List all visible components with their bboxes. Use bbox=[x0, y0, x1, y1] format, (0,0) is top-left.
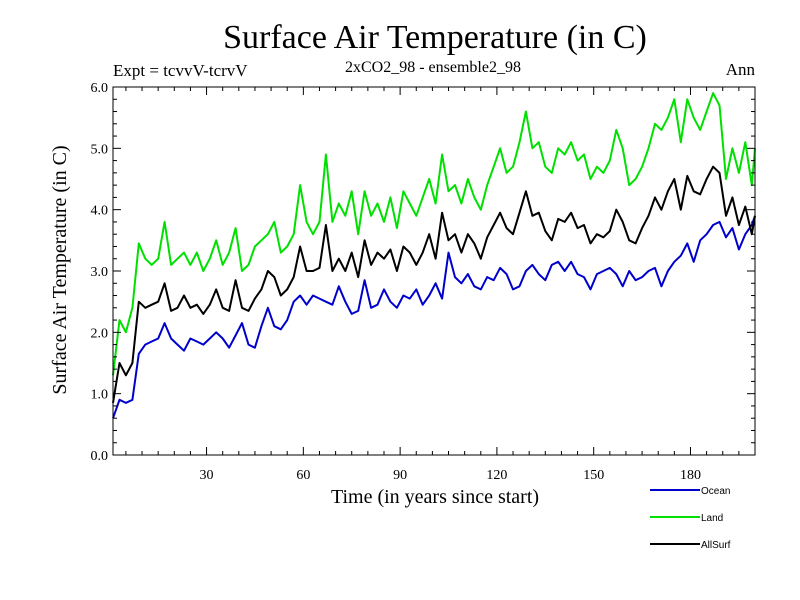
axis-ticks: 0.0 1.0 2.0 3.0 4.0 5.0 6.0 30 60 90 120 150 180 bbox=[91, 81, 756, 483]
series-line-allsurf bbox=[112, 165, 756, 404]
legend: Ocean Land AllSurf bbox=[650, 486, 731, 551]
y-tick-label: 6.0 bbox=[91, 81, 109, 96]
plot-frame bbox=[112, 86, 756, 456]
y-tick-label: 0.0 bbox=[91, 449, 109, 464]
y-tick-label: 5.0 bbox=[91, 142, 109, 157]
x-tick-label: 30 bbox=[200, 468, 214, 483]
x-tick-label: 60 bbox=[296, 468, 310, 483]
x-tick-label: 180 bbox=[680, 468, 701, 483]
y-axis-label: Surface Air Temperature (in C) bbox=[49, 145, 71, 394]
legend-label-ocean: Ocean bbox=[701, 486, 730, 497]
legend-label-land: Land bbox=[701, 513, 723, 524]
series-layer bbox=[112, 92, 756, 419]
period-label: Ann bbox=[726, 60, 756, 79]
chart-subtitle: 2xCO2_98 - ensemble2_98 bbox=[345, 59, 521, 76]
legend-label-allsurf: AllSurf bbox=[701, 540, 731, 551]
series-line-land bbox=[112, 92, 756, 376]
x-axis-label: Time (in years since start) bbox=[331, 486, 539, 508]
y-tick-label: 2.0 bbox=[91, 326, 109, 341]
series-line-ocean bbox=[112, 215, 756, 419]
y-tick-label: 1.0 bbox=[91, 388, 109, 403]
experiment-label: Expt = tcvvV-tcrvV bbox=[113, 61, 248, 80]
x-tick-label: 120 bbox=[486, 468, 507, 483]
y-tick-label: 3.0 bbox=[91, 265, 109, 280]
x-tick-label: 90 bbox=[393, 468, 407, 483]
x-tick-label: 150 bbox=[583, 468, 604, 483]
chart-title: Surface Air Temperature (in C) bbox=[223, 19, 647, 56]
y-tick-label: 4.0 bbox=[91, 204, 109, 219]
